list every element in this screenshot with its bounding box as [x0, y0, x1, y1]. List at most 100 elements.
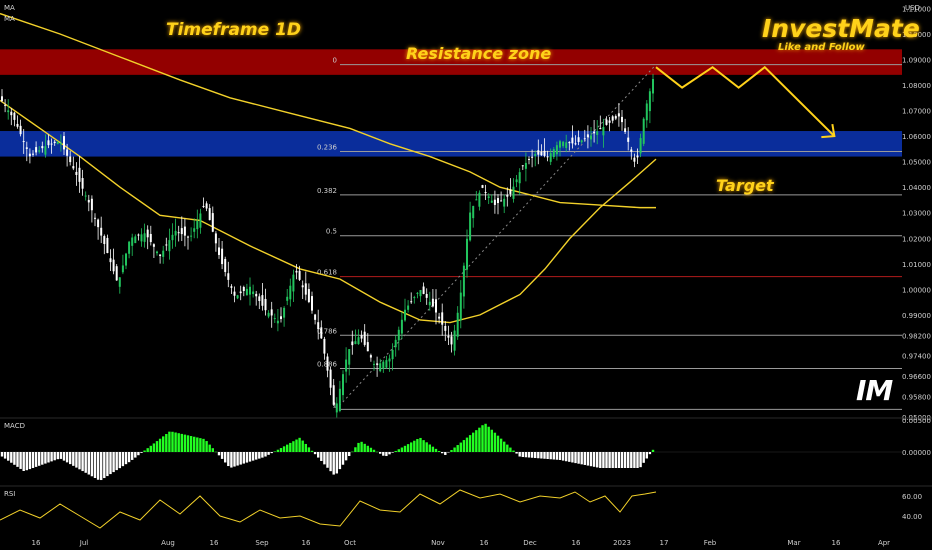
- candle-body: [7, 110, 10, 113]
- price-axis-tick: 1.10000: [902, 31, 931, 39]
- candle-body: [562, 141, 565, 147]
- macd-histogram-bar: [462, 440, 466, 452]
- macd-histogram-bar: [267, 452, 270, 455]
- price-axis-tick: 1.08000: [902, 82, 931, 90]
- macd-histogram-bar: [227, 452, 230, 467]
- macd-histogram-bar: [379, 452, 382, 454]
- macd-histogram-bar: [220, 452, 224, 459]
- candle-body: [329, 369, 332, 388]
- macd-histogram-bar: [289, 442, 292, 452]
- candle-body: [239, 291, 242, 294]
- candle-body: [47, 140, 50, 146]
- macd-histogram-bar: [651, 449, 655, 452]
- macd-histogram-bar: [391, 452, 394, 453]
- candle-body: [205, 203, 208, 209]
- macd-histogram-bar: [413, 440, 416, 452]
- price-axis-tick: 1.06000: [902, 133, 931, 141]
- candle-body: [227, 273, 230, 280]
- candle-body: [512, 186, 515, 199]
- candle-body: [614, 116, 617, 119]
- candle-body: [342, 374, 344, 396]
- macd-histogram-bar: [394, 450, 397, 452]
- candle-body: [441, 312, 444, 325]
- macd-histogram-bar: [242, 452, 245, 464]
- macd-histogram-bar: [239, 452, 242, 465]
- candle-body: [456, 312, 459, 337]
- candle-body: [196, 220, 199, 230]
- candle-body: [165, 244, 168, 246]
- macd-histogram-bar: [258, 452, 261, 459]
- candle-body: [214, 233, 217, 244]
- macd-histogram-bar: [617, 452, 621, 468]
- candle-body: [472, 205, 475, 219]
- macd-histogram-bar: [431, 446, 435, 452]
- macd-axis-tick: 0.00000: [902, 449, 931, 457]
- macd-histogram-bar: [72, 452, 75, 466]
- candle-body: [304, 283, 307, 295]
- macd-histogram-bar: [639, 452, 642, 468]
- time-axis-tick: Nov: [431, 539, 445, 547]
- macd-histogram-bar: [465, 437, 469, 452]
- macd-histogram-bar: [264, 452, 267, 457]
- macd-histogram-bar: [317, 452, 320, 458]
- macd-histogram-bar: [208, 444, 211, 452]
- macd-histogram-bar: [437, 451, 441, 452]
- macd-histogram-bar: [255, 452, 258, 460]
- macd-histogram-bar: [416, 439, 419, 452]
- candle-body: [407, 305, 410, 310]
- macd-histogram-bar: [134, 452, 137, 458]
- price-axis-tick: 1.05000: [902, 159, 931, 167]
- macd-histogram-bar: [270, 452, 273, 454]
- macd-histogram-bar: [512, 450, 515, 452]
- macd-histogram-bar: [34, 452, 38, 467]
- macd-histogram-bar: [546, 452, 549, 460]
- time-axis-tick: 16: [302, 539, 311, 547]
- candle-body: [534, 154, 537, 156]
- candle-body: [385, 360, 388, 368]
- time-axis-tick: 16: [210, 539, 219, 547]
- candle-body: [53, 141, 56, 144]
- time-axis-tick: 16: [832, 539, 841, 547]
- macd-indicator-label[interactable]: MACD: [4, 422, 25, 430]
- candle-body: [506, 194, 509, 197]
- macd-histogram-bar: [503, 441, 506, 452]
- macd-histogram-bar: [177, 433, 180, 452]
- macd-histogram-bar: [589, 452, 593, 467]
- macd-histogram-bar: [348, 452, 351, 457]
- candle-body: [50, 143, 53, 145]
- macd-histogram-bar: [369, 447, 373, 452]
- macd-histogram-bar: [143, 450, 146, 452]
- macd-histogram-bar: [28, 452, 32, 470]
- ma-indicator-label-1[interactable]: MA: [4, 4, 15, 12]
- macd-histogram-bar: [50, 452, 53, 462]
- candle-body: [298, 270, 301, 280]
- macd-histogram-bar: [552, 452, 555, 460]
- macd-histogram-bar: [106, 452, 109, 477]
- ma-indicator-label-2[interactable]: MA: [4, 15, 15, 23]
- macd-histogram-bar: [592, 452, 596, 467]
- projection-arrow-head: [821, 123, 836, 139]
- macd-histogram-bar: [140, 452, 143, 453]
- macd-histogram-bar: [313, 452, 317, 455]
- candle-body: [320, 327, 323, 339]
- macd-histogram-bar: [506, 444, 509, 452]
- time-axis-tick: Oct: [344, 539, 356, 547]
- candle-body: [109, 258, 112, 263]
- macd-histogram-bar: [214, 451, 218, 453]
- rsi-indicator-label[interactable]: RSI: [4, 490, 16, 498]
- macd-histogram-bar: [124, 452, 128, 465]
- candle-body: [531, 156, 534, 158]
- candle-body: [475, 199, 478, 201]
- candle-body: [280, 316, 282, 319]
- candle-body: [593, 131, 596, 134]
- projection-path: [655, 65, 836, 137]
- macd-histogram-bar: [403, 445, 407, 452]
- macd-histogram-bar: [304, 443, 307, 452]
- macd-histogram-bar: [627, 452, 630, 468]
- candle-body: [190, 235, 193, 237]
- candle-body: [283, 307, 286, 318]
- currency-label: USD: [905, 4, 920, 12]
- fib-label-0: 0: [333, 57, 337, 65]
- time-axis-tick: Jul: [79, 539, 89, 547]
- candle-body: [444, 326, 447, 331]
